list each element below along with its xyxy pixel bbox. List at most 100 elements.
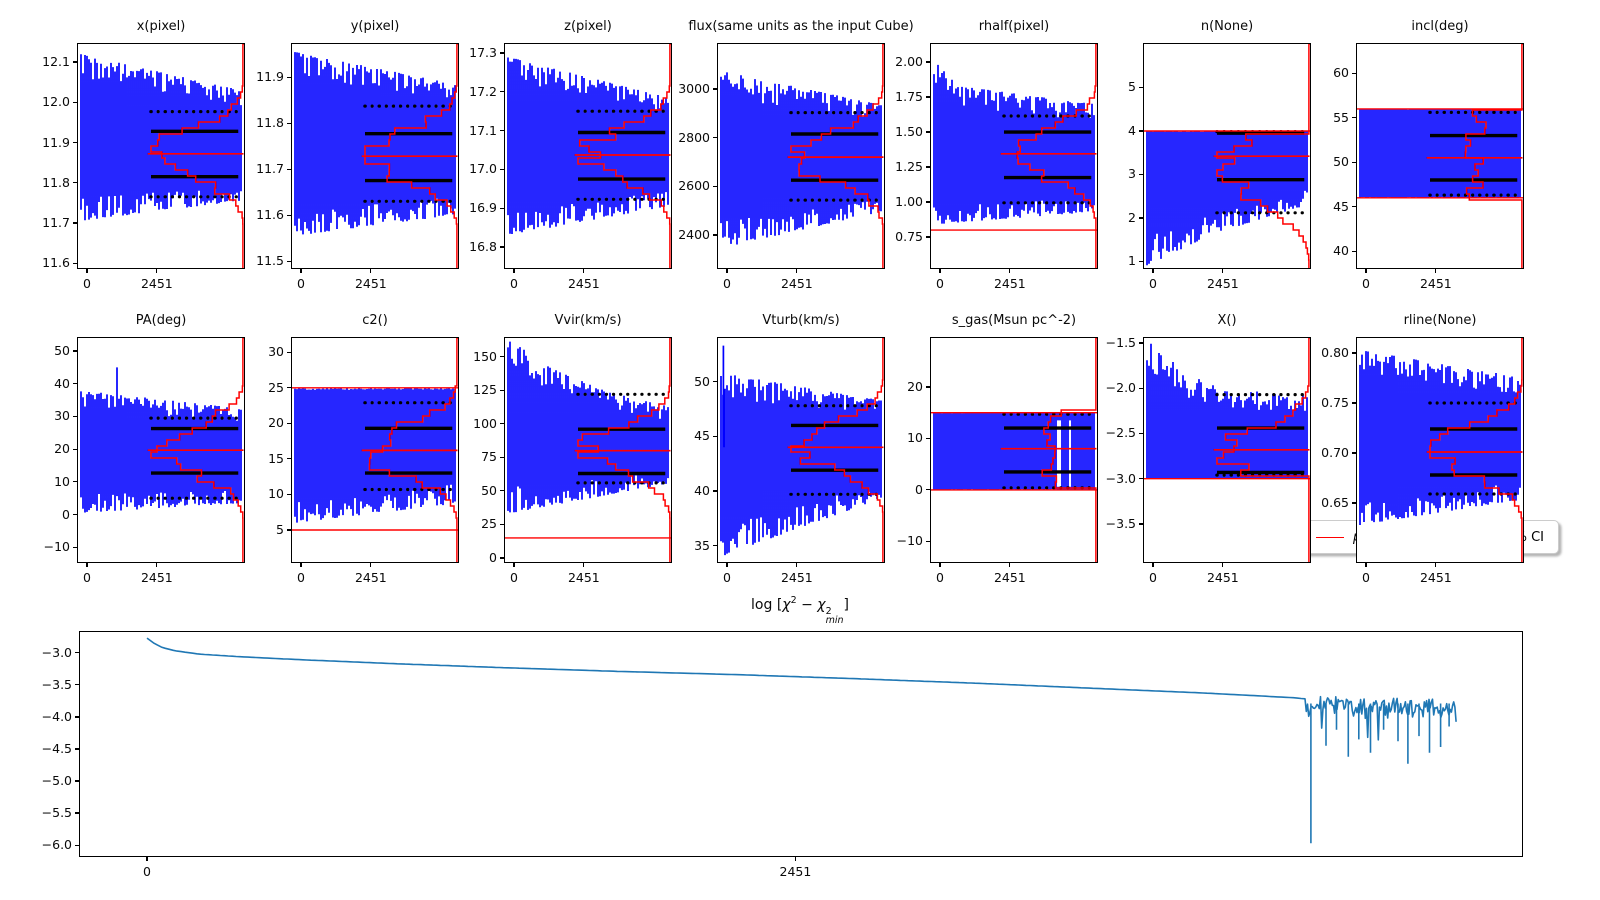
y-tick-label-vvir: 75 [481, 449, 497, 465]
y-tick-label-n: 4 [1128, 122, 1136, 138]
y-tick-label-incl: 55 [1333, 109, 1349, 125]
y-tick-label-x-param: −1.5 [1105, 334, 1136, 350]
y-tick-label-pa: 0 [62, 506, 70, 522]
marginal-histogram-n [1216, 44, 1310, 268]
panel-title-rline: rline(None) [1403, 313, 1477, 328]
y-tick-label-x-pixel: 11.7 [42, 214, 70, 230]
y-tick-mark-z-pixel [500, 246, 505, 248]
y-tick-mark-c2 [287, 351, 292, 353]
marginal-histogram-z-pixel [577, 44, 671, 268]
marginal-histogram-vvir [577, 338, 671, 562]
y-tick-mark-incl [1352, 72, 1357, 74]
y-tick-label-rhalf: 1.25 [895, 159, 923, 175]
y-tick-mark-z-pixel [500, 129, 505, 132]
panel-title-n: n(None) [1200, 19, 1254, 34]
x-tick-mark-x-param [1222, 562, 1224, 567]
x-tick-mark-rline [1365, 562, 1367, 567]
y-tick-label-vvir: 150 [473, 348, 497, 364]
y-tick-label-z-pixel: 16.8 [469, 239, 497, 255]
x-tick-label-rline: 0 [1361, 570, 1370, 585]
y-tick-label-pa: 50 [54, 343, 70, 359]
trace-panel-rhalf [930, 43, 1098, 269]
x-tick-label-chi2: 0 [143, 864, 151, 879]
x-tick-mark-vturb [796, 562, 798, 567]
title-text: log [ [751, 597, 783, 613]
y-tick-mark-rline [1352, 352, 1357, 354]
trace-panel-vturb [717, 337, 885, 563]
trace-panel-pa [77, 337, 245, 563]
y-tick-label-incl: 50 [1333, 154, 1349, 170]
x-tick-mark-rline [1435, 562, 1437, 567]
bottom-chart-title: log [χ2 − χ 2 min] [751, 595, 849, 625]
y-tick-label-rline: 0.70 [1321, 445, 1349, 460]
panel-title-vturb: Vturb(km/s) [762, 313, 840, 328]
y-tick-label-vvir: 0 [489, 549, 497, 565]
y-tick-mark-vvir [500, 490, 505, 492]
mcmc-trace-incl [1359, 108, 1521, 198]
x-tick-mark-flux [796, 268, 798, 273]
y-tick-mark-x-pixel [73, 101, 78, 103]
y-tick-label-y-pixel: 11.8 [256, 115, 284, 131]
x-tick-label-y-pixel: 0 [296, 276, 305, 291]
panel-title-s-gas: s_gas(Msun pc^-2) [951, 313, 1077, 328]
y-tick-mark-c2 [287, 529, 292, 531]
y-tick-label-x-pixel: 11.9 [42, 134, 70, 150]
x-tick-mark-c2 [370, 562, 372, 567]
x-tick-mark-x-param [1152, 562, 1154, 567]
y-tick-mark-x-pixel [73, 182, 78, 184]
x-tick-mark-x-pixel [156, 268, 158, 273]
minus-sign: − [796, 597, 818, 613]
mcmc-trace-rline [1359, 351, 1521, 525]
marginal-histogram-x-pixel [150, 44, 244, 268]
y-tick-mark-chi2 [75, 716, 80, 718]
y-tick-mark-z-pixel [500, 52, 505, 54]
marginal-histogram-pa [150, 338, 244, 562]
y-tick-mark-x-pixel [73, 222, 78, 224]
y-tick-label-c2: 30 [268, 344, 284, 360]
trace-plot-flux [720, 44, 884, 268]
y-tick-label-chi2: −3.5 [41, 676, 72, 692]
chi-min-symbol: χ [817, 597, 826, 613]
y-tick-label-c2: 20 [268, 415, 284, 431]
x-tick-label-n: 2451 [1206, 276, 1239, 291]
y-tick-label-c2: 15 [268, 450, 284, 466]
y-tick-label-n: 3 [1128, 166, 1136, 182]
title-text-end: ] [843, 597, 849, 613]
y-tick-mark-s-gas [926, 437, 931, 439]
mcmc-trace-vvir [507, 341, 669, 513]
trace-plot-rhalf [931, 44, 1097, 268]
y-tick-label-rhalf: 1.50 [895, 124, 923, 140]
trace-plot-vvir [505, 338, 671, 562]
x-tick-mark-vturb [726, 562, 728, 567]
y-tick-label-rline: 0.80 [1321, 345, 1349, 360]
trace-panel-vvir [504, 337, 672, 563]
trace-plot-s-gas [931, 338, 1097, 562]
y-tick-mark-pa [73, 513, 78, 516]
x-tick-mark-s-gas [1009, 562, 1011, 567]
y-tick-mark-chi2 [75, 812, 80, 814]
x-tick-label-x-param: 2451 [1206, 570, 1239, 585]
y-tick-mark-pa [73, 383, 78, 385]
x-tick-label-pa: 2451 [140, 570, 173, 585]
y-tick-mark-s-gas [926, 489, 931, 491]
y-tick-label-s-gas: −10 [896, 533, 923, 549]
x-tick-mark-incl [1435, 268, 1437, 273]
y-tick-mark-rhalf [926, 236, 931, 238]
marginal-histogram-rline [1429, 338, 1523, 562]
y-tick-mark-chi2 [75, 780, 80, 782]
y-tick-mark-rline [1352, 402, 1357, 404]
y-tick-mark-x-pixel [73, 262, 78, 264]
x-tick-mark-s-gas [939, 562, 941, 567]
y-tick-label-vturb: 35 [694, 537, 710, 553]
y-tick-label-c2: 25 [268, 379, 284, 395]
y-tick-mark-rhalf [926, 96, 931, 98]
y-tick-mark-rhalf [926, 131, 931, 133]
y-tick-mark-c2 [287, 422, 292, 424]
y-tick-mark-c2 [287, 458, 292, 460]
marginal-histogram-incl [1464, 44, 1523, 268]
x-tick-label-x-param: 0 [1148, 570, 1157, 585]
x-tick-mark-rhalf [939, 268, 941, 273]
y-tick-label-chi2: −6.0 [41, 837, 72, 853]
x-tick-mark-n [1222, 268, 1224, 273]
